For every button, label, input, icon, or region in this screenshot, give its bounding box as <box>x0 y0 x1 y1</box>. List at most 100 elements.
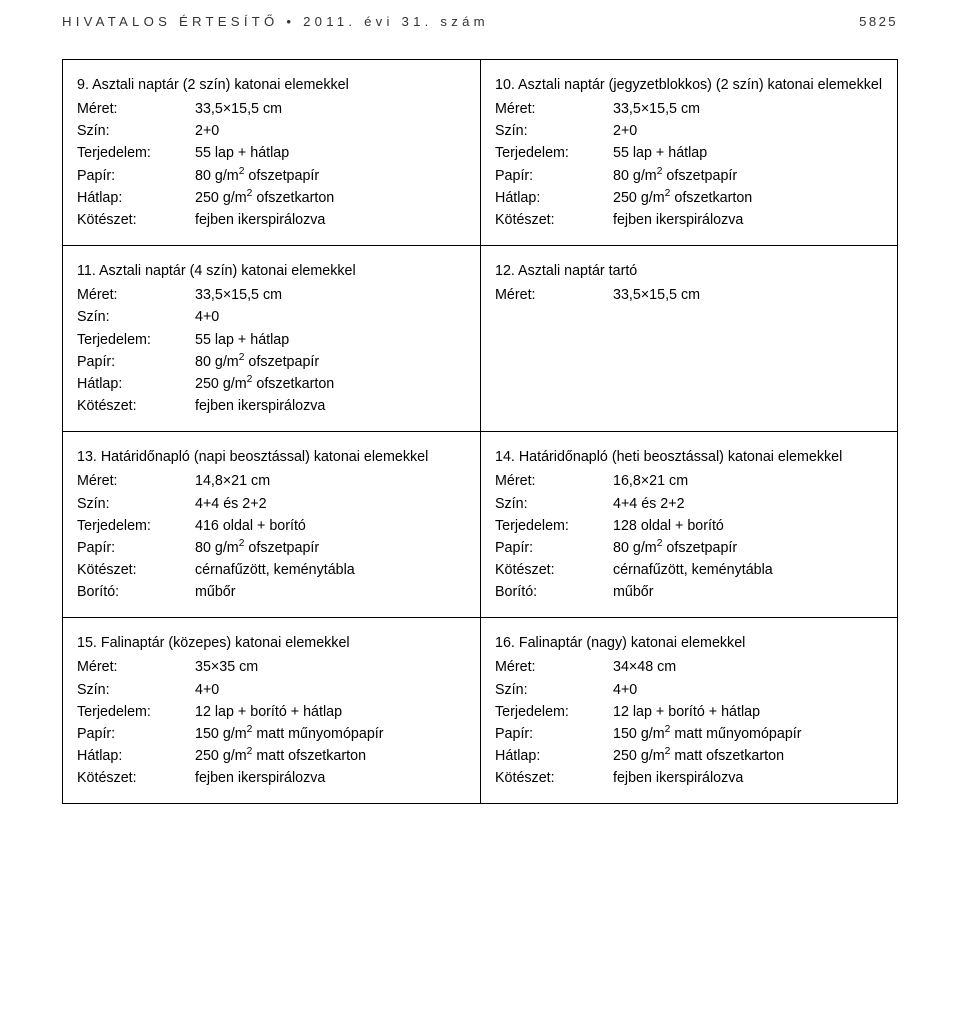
table-row: 15. Falinaptár (közepes) katonai elemekk… <box>63 618 897 803</box>
spec-value: 250 g/m2 ofszetkarton <box>195 373 466 395</box>
spec-value: fejben ikerspirálozva <box>613 767 883 789</box>
spec-line: Terjedelem:55 lap + hátlap <box>495 142 883 164</box>
spec-line: Szín:4+0 <box>77 306 466 328</box>
spec-line: Kötészet:fejben ikerspirálozva <box>77 395 466 417</box>
spec-value: 4+0 <box>195 306 466 328</box>
spec-label: Kötészet: <box>495 767 613 789</box>
spec-value: 80 g/m2 ofszetpapír <box>195 351 466 373</box>
spec-value: fejben ikerspirálozva <box>195 395 466 417</box>
spec-label: Terjedelem: <box>77 515 195 537</box>
spec-line: Méret:33,5×15,5 cm <box>495 98 883 120</box>
spec-table: 9. Asztali naptár (2 szín) katonai eleme… <box>62 59 898 804</box>
spec-line: Hátlap:250 g/m2 ofszetkarton <box>77 373 466 395</box>
spec-value: 250 g/m2 ofszetkarton <box>195 187 466 209</box>
spec-value: 55 lap + hátlap <box>195 142 466 164</box>
spec-label: Terjedelem: <box>77 329 195 351</box>
spec-value: fejben ikerspirálozva <box>195 209 466 231</box>
spec-line: Terjedelem:12 lap + borító + hátlap <box>77 701 466 723</box>
spec-line: Méret:33,5×15,5 cm <box>495 284 883 306</box>
spec-label: Kötészet: <box>77 209 195 231</box>
spec-label: Kötészet: <box>77 559 195 581</box>
spec-label: Terjedelem: <box>77 142 195 164</box>
spec-line: Méret:34×48 cm <box>495 656 883 678</box>
spec-label: Papír: <box>77 165 195 187</box>
spec-line: Méret:33,5×15,5 cm <box>77 98 466 120</box>
spec-line: Hátlap:250 g/m2 matt ofszetkarton <box>77 745 466 767</box>
spec-label: Papír: <box>495 165 613 187</box>
spec-line: Hátlap:250 g/m2 ofszetkarton <box>495 187 883 209</box>
spec-label: Szín: <box>495 493 613 515</box>
spec-line: Papír:80 g/m2 ofszetpapír <box>77 351 466 373</box>
spec-label: Méret: <box>77 656 195 678</box>
spec-line: Méret:33,5×15,5 cm <box>77 284 466 306</box>
spec-label: Terjedelem: <box>77 701 195 723</box>
spec-label: Szín: <box>77 120 195 142</box>
spec-label: Szín: <box>77 493 195 515</box>
spec-label: Hátlap: <box>77 187 195 209</box>
spec-value: 80 g/m2 ofszetpapír <box>195 537 466 559</box>
spec-label: Papír: <box>77 723 195 745</box>
spec-value: 55 lap + hátlap <box>613 142 883 164</box>
spec-value: 150 g/m2 matt műnyomópapír <box>613 723 883 745</box>
spec-line: Terjedelem:55 lap + hátlap <box>77 329 466 351</box>
spec-value: 2+0 <box>613 120 883 142</box>
spec-line: Borító:műbőr <box>495 581 883 603</box>
spec-value: 35×35 cm <box>195 656 466 678</box>
spec-value: 80 g/m2 ofszetpapír <box>195 165 466 187</box>
spec-line: Papír:150 g/m2 matt műnyomópapír <box>495 723 883 745</box>
spec-value: 80 g/m2 ofszetpapír <box>613 165 883 187</box>
item-title: 12. Asztali naptár tartó <box>495 260 883 282</box>
spec-label: Hátlap: <box>77 373 195 395</box>
spec-label: Méret: <box>77 98 195 120</box>
spec-line: Kötészet:fejben ikerspirálozva <box>77 767 466 789</box>
spec-line: Terjedelem:416 oldal + borító <box>77 515 466 537</box>
spec-line: Szín:4+4 és 2+2 <box>77 493 466 515</box>
spec-cell: 10. Asztali naptár (jegyzetblokkos) (2 s… <box>480 60 897 245</box>
spec-label: Méret: <box>77 470 195 492</box>
spec-line: Kötészet:cérnafűzött, keménytábla <box>77 559 466 581</box>
spec-line: Terjedelem:128 oldal + borító <box>495 515 883 537</box>
spec-value: 33,5×15,5 cm <box>195 98 466 120</box>
spec-label: Terjedelem: <box>495 142 613 164</box>
spec-line: Kötészet:fejben ikerspirálozva <box>495 209 883 231</box>
spec-line: Papír:150 g/m2 matt műnyomópapír <box>77 723 466 745</box>
spec-label: Hátlap: <box>495 745 613 767</box>
spec-label: Terjedelem: <box>495 515 613 537</box>
spec-line: Terjedelem:55 lap + hátlap <box>77 142 466 164</box>
spec-label: Kötészet: <box>495 559 613 581</box>
spec-label: Méret: <box>495 656 613 678</box>
spec-value: 128 oldal + borító <box>613 515 883 537</box>
spec-value: 2+0 <box>195 120 466 142</box>
spec-cell: 15. Falinaptár (közepes) katonai elemekk… <box>63 618 480 803</box>
spec-label: Kötészet: <box>495 209 613 231</box>
spec-value: 150 g/m2 matt műnyomópapír <box>195 723 466 745</box>
spec-label: Méret: <box>495 98 613 120</box>
spec-line: Hátlap:250 g/m2 ofszetkarton <box>77 187 466 209</box>
spec-label: Hátlap: <box>495 187 613 209</box>
spec-value: 4+4 és 2+2 <box>195 493 466 515</box>
spec-line: Kötészet:fejben ikerspirálozva <box>77 209 466 231</box>
spec-value: 33,5×15,5 cm <box>195 284 466 306</box>
spec-line: Papír:80 g/m2 ofszetpapír <box>495 165 883 187</box>
spec-label: Szín: <box>77 306 195 328</box>
item-title: 9. Asztali naptár (2 szín) katonai eleme… <box>77 74 466 96</box>
spec-value: 16,8×21 cm <box>613 470 883 492</box>
spec-label: Hátlap: <box>77 745 195 767</box>
spec-value: 4+0 <box>195 679 466 701</box>
item-title: 11. Asztali naptár (4 szín) katonai elem… <box>77 260 466 282</box>
item-title: 15. Falinaptár (közepes) katonai elemekk… <box>77 632 466 654</box>
spec-line: Hátlap:250 g/m2 matt ofszetkarton <box>495 745 883 767</box>
spec-label: Szín: <box>77 679 195 701</box>
spec-cell: 9. Asztali naptár (2 szín) katonai eleme… <box>63 60 480 245</box>
spec-value: 12 lap + borító + hátlap <box>195 701 466 723</box>
spec-cell: 16. Falinaptár (nagy) katonai elemekkelM… <box>480 618 897 803</box>
spec-value: műbőr <box>613 581 883 603</box>
item-title: 16. Falinaptár (nagy) katonai elemekkel <box>495 632 883 654</box>
spec-label: Méret: <box>495 470 613 492</box>
spec-line: Borító:műbőr <box>77 581 466 603</box>
spec-cell: 12. Asztali naptár tartóMéret:33,5×15,5 … <box>480 246 897 431</box>
spec-label: Szín: <box>495 679 613 701</box>
spec-value: 4+4 és 2+2 <box>613 493 883 515</box>
spec-line: Papír:80 g/m2 ofszetpapír <box>495 537 883 559</box>
spec-value: 250 g/m2 matt ofszetkarton <box>613 745 883 767</box>
